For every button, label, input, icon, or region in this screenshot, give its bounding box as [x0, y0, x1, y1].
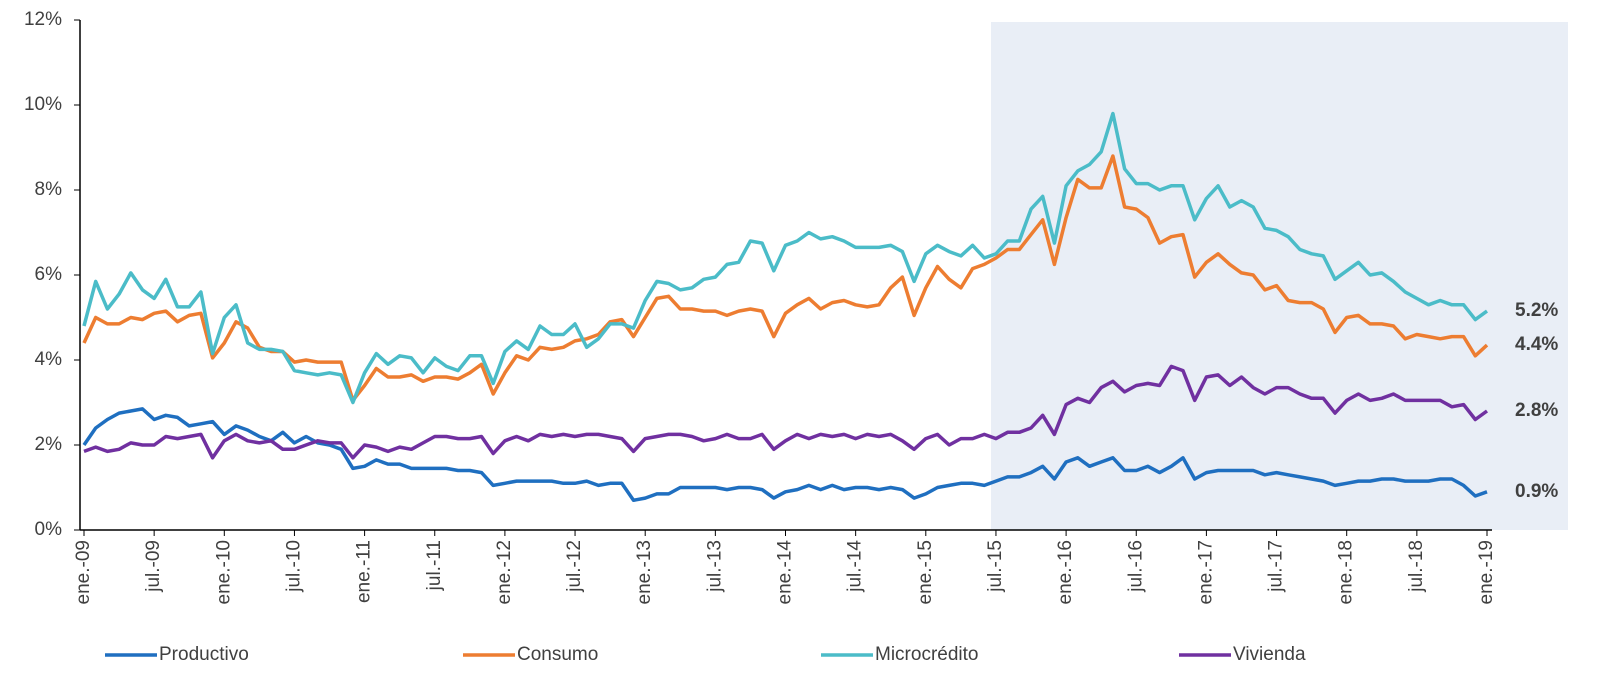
x-tick-label: ene.-17 — [1195, 540, 1216, 604]
page: {"chart_data": {"type": "line", "categor… — [0, 0, 1600, 680]
x-tick-label: ene.-18 — [1336, 540, 1357, 604]
legend-label: Consumo — [517, 644, 598, 665]
x-tick-label: jul.-16 — [1125, 540, 1146, 593]
end-label: 2.8% — [1515, 400, 1558, 421]
end-label: 5.2% — [1515, 300, 1558, 321]
shaded-period — [991, 22, 1568, 530]
y-tick-label: 6% — [35, 264, 63, 285]
x-tick-label: ene.-16 — [1055, 540, 1076, 604]
x-tick-label: ene.-11 — [354, 540, 375, 603]
legend-label: Productivo — [159, 644, 249, 665]
y-tick-label: 2% — [35, 434, 63, 455]
x-tick-label: jul.-15 — [985, 540, 1006, 593]
x-tick-label: jul.-13 — [704, 540, 725, 593]
legend-label: Vivienda — [1233, 644, 1306, 665]
x-tick-label: ene.-09 — [73, 540, 94, 604]
x-tick-label: jul.-11 — [424, 540, 445, 591]
y-tick-label: 0% — [35, 519, 63, 540]
legend-label: Microcrédito — [875, 644, 978, 665]
x-tick-label: jul.-09 — [143, 540, 164, 593]
x-tick-label: ene.-14 — [775, 540, 796, 605]
x-tick-label: jul.-17 — [1266, 540, 1287, 593]
x-tick-label: ene.-12 — [494, 540, 515, 604]
y-tick-label: 12% — [24, 9, 62, 30]
end-label: 0.9% — [1515, 481, 1558, 502]
x-tick-label: jul.-12 — [564, 540, 585, 593]
x-tick-label: ene.-19 — [1476, 540, 1497, 604]
x-tick-label: jul.-14 — [845, 540, 866, 593]
y-tick-label: 10% — [24, 94, 62, 115]
y-tick-label: 8% — [35, 179, 63, 200]
end-label: 4.4% — [1515, 334, 1558, 355]
y-tick-label: 4% — [35, 349, 63, 370]
x-tick-label: jul.-18 — [1406, 540, 1427, 593]
x-tick-label: ene.-10 — [213, 540, 234, 604]
x-tick-label: ene.-13 — [634, 540, 655, 604]
chart: 0% 2% 4% 6% 8% 10% 12% ene.-09 jul.-09 ene.-10 jul… — [0, 0, 1600, 680]
x-tick-label: ene.-15 — [915, 540, 936, 604]
x-tick-label: jul.-10 — [283, 540, 304, 593]
